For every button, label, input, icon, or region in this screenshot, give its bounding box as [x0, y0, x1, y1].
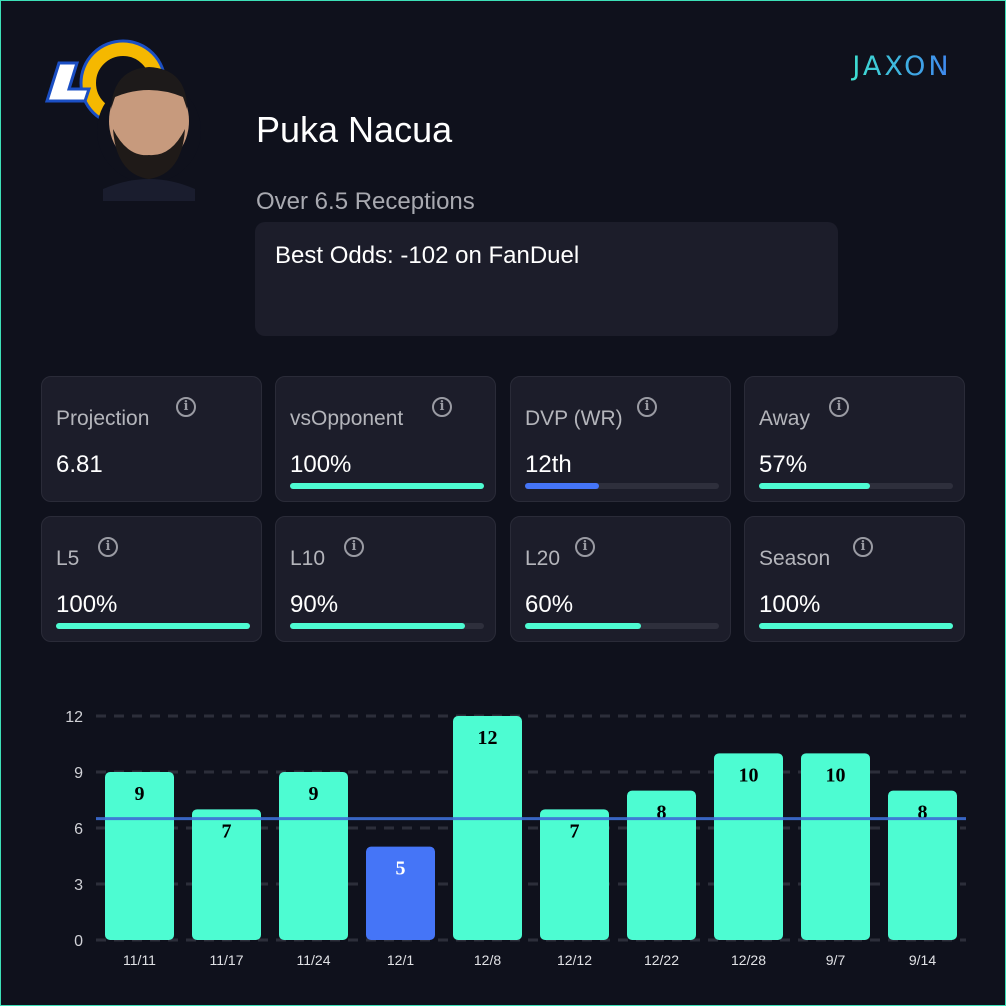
- stat-value: 6.81: [56, 451, 103, 478]
- stat-label: Projection: [56, 407, 150, 430]
- x-tick-label: 12/8: [474, 952, 501, 968]
- bar-9/14: [888, 790, 957, 940]
- prop-line: Over 6.5 Receptions: [256, 188, 475, 215]
- stat-value: 12th: [525, 451, 572, 478]
- stat-card-projection: Projection i 6.81: [41, 376, 262, 502]
- progress-fill: [525, 483, 599, 489]
- x-tick-label: 11/17: [210, 952, 244, 968]
- progress-fill: [525, 623, 642, 629]
- data-label: 8: [918, 802, 928, 824]
- info-icon[interactable]: i: [637, 397, 657, 417]
- data-label: 10: [826, 764, 846, 786]
- progress-bar: [56, 623, 250, 629]
- bar-12/12: [540, 809, 609, 940]
- stat-label: Away: [759, 407, 810, 430]
- stat-value: 100%: [759, 591, 821, 618]
- stat-card-away: Away i 57%: [744, 376, 965, 502]
- data-label: 8: [657, 802, 667, 824]
- y-tick-label: 9: [74, 765, 83, 782]
- best-odds-text: Best Odds: -102 on FanDuel: [275, 242, 580, 269]
- player-name: Puka Nacua: [256, 109, 453, 150]
- y-tick-label: 6: [74, 821, 83, 838]
- bar-9/7: [801, 753, 870, 940]
- progress-bar: [290, 483, 484, 489]
- bar-12/28: [714, 753, 783, 940]
- bar-12/22: [627, 790, 696, 940]
- info-icon[interactable]: i: [344, 537, 364, 557]
- info-icon[interactable]: i: [432, 397, 452, 417]
- bar-11/24: [279, 772, 348, 940]
- stat-label: DVP (WR): [525, 407, 623, 430]
- stat-card-l20: L20 i 60%: [510, 516, 731, 642]
- data-label: 9: [309, 783, 319, 805]
- info-icon[interactable]: i: [829, 397, 849, 417]
- progress-fill: [290, 483, 484, 489]
- receptions-bar-chart: 0 3 6 9 12 9 11/11 7 11/17 9 11/24 5 12/1 12 12/8 7 12/1…: [65, 709, 966, 968]
- info-icon[interactable]: i: [176, 397, 196, 417]
- y-tick-label: 3: [74, 877, 83, 894]
- stat-value: 100%: [290, 451, 352, 478]
- stat-card-l5: L5 i 100%: [41, 516, 262, 642]
- progress-bar: [759, 483, 953, 489]
- x-tick-label: 9/14: [909, 952, 936, 968]
- brand-name: JAXON: [850, 51, 951, 82]
- data-label: 9: [135, 783, 145, 805]
- stat-label: L10: [290, 547, 326, 570]
- progress-bar: [525, 623, 719, 629]
- stat-card-dvp-wr: DVP (WR) i 12th: [510, 376, 731, 502]
- bar-11/17: [192, 809, 261, 940]
- best-odds-box: Best Odds: -102 on FanDuel: [255, 222, 838, 336]
- stat-value: 60%: [525, 591, 574, 618]
- stat-label: L5: [56, 547, 80, 570]
- jaxon-logo: JAXON: [850, 51, 951, 82]
- data-label: 7: [222, 820, 232, 842]
- progress-bar: [525, 483, 719, 489]
- progress-fill: [759, 483, 870, 489]
- progress-fill: [759, 623, 953, 629]
- progress-fill: [290, 623, 465, 629]
- data-label: 7: [570, 820, 580, 842]
- x-tick-label: 12/22: [644, 952, 679, 968]
- stat-label: vsOpponent: [290, 407, 404, 430]
- x-tick-label: 12/12: [557, 952, 592, 968]
- stat-value: 100%: [56, 591, 118, 618]
- y-tick-label: 12: [65, 709, 83, 726]
- progress-fill: [56, 623, 250, 629]
- x-tick-label: 11/11: [123, 952, 156, 968]
- info-icon[interactable]: i: [853, 537, 873, 557]
- stat-card-season: Season i 100%: [744, 516, 965, 642]
- stat-label: L20: [525, 547, 561, 570]
- info-icon[interactable]: i: [98, 537, 118, 557]
- data-label: 12: [478, 727, 498, 749]
- info-icon[interactable]: i: [575, 537, 595, 557]
- x-tick-label: 9/7: [826, 952, 846, 968]
- bar-11/11: [105, 772, 174, 940]
- stat-label: Season: [759, 547, 831, 570]
- data-label: 10: [739, 764, 759, 786]
- x-tick-label: 12/1: [387, 952, 414, 968]
- y-tick-label: 0: [74, 933, 83, 950]
- progress-bar: [759, 623, 953, 629]
- stat-card-vsopponent: vsOpponent i 100%: [275, 376, 496, 502]
- data-label: 5: [396, 858, 406, 880]
- stat-card-l10: L10 i 90%: [275, 516, 496, 642]
- progress-bar: [290, 623, 484, 629]
- bar-12/1: [366, 846, 435, 940]
- player-header-image: [44, 39, 201, 201]
- x-tick-label: 11/24: [297, 952, 331, 968]
- bar-12/8: [453, 716, 522, 940]
- player-photo: [97, 67, 201, 201]
- stat-value: 57%: [759, 451, 808, 478]
- stat-value: 90%: [290, 591, 339, 618]
- x-tick-label: 12/28: [731, 952, 766, 968]
